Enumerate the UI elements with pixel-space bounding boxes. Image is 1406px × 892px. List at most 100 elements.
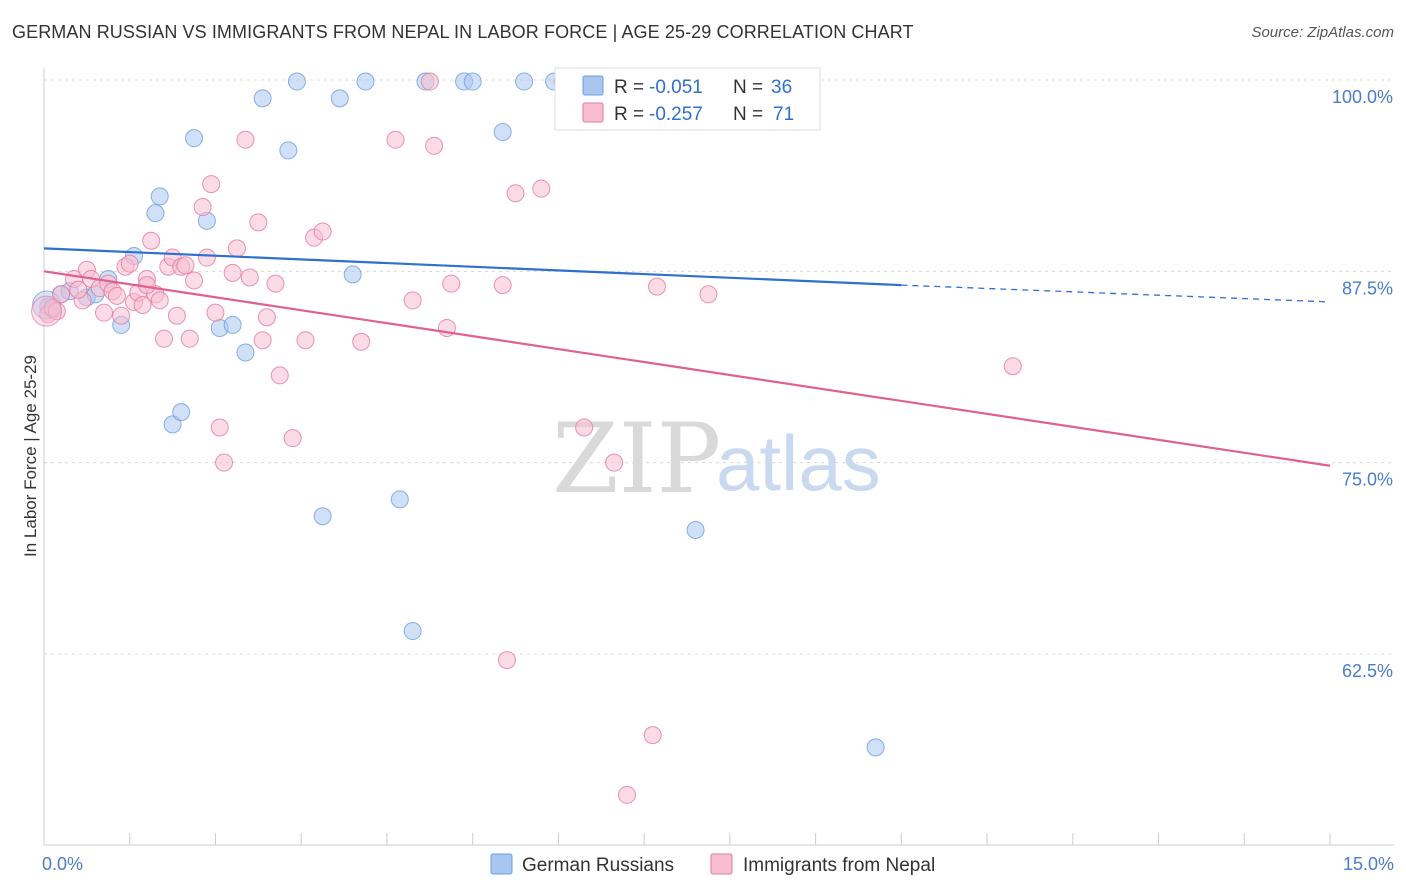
scatter-point xyxy=(227,239,246,258)
scatter-point xyxy=(215,453,234,472)
scatter-cluster-point xyxy=(31,295,63,327)
scatter-point xyxy=(506,184,525,203)
gridlines xyxy=(44,79,1394,655)
stats-n-label-0: N = xyxy=(733,77,763,98)
x-tick-label-max: 15.0% xyxy=(1343,854,1394,874)
source-label: Source: ZipAtlas.com xyxy=(1251,24,1394,41)
watermark-zip: ZIP xyxy=(552,403,721,515)
scatter-point xyxy=(253,89,272,108)
scatter-point xyxy=(313,222,332,241)
scatter-point xyxy=(283,429,302,448)
scatter-point xyxy=(343,265,362,284)
scatter-point xyxy=(390,490,409,509)
scatter-point xyxy=(420,72,439,91)
stats-r-value-1: -0.257 xyxy=(649,104,703,125)
scatter-point xyxy=(240,268,259,287)
scatter-point xyxy=(197,248,216,267)
scatter-point xyxy=(142,231,161,250)
stats-swatch-immigrants-from-nepal xyxy=(582,102,604,123)
scatter-point xyxy=(866,738,885,757)
scatter-point xyxy=(352,332,371,351)
scatter-point xyxy=(643,726,662,745)
scatter-point xyxy=(463,72,482,91)
stats-legend: R = -0.051 N = 36 R = -0.257 N = 71 xyxy=(554,67,821,131)
stats-swatch-german-russians xyxy=(582,75,604,96)
scatter-point xyxy=(493,276,512,295)
y-tick-label: 100.0% xyxy=(1332,87,1393,107)
scatter-point xyxy=(617,785,636,804)
y-tick-label: 87.5% xyxy=(1342,278,1393,298)
scatter-point xyxy=(210,418,229,437)
series-immigrants-from-nepal-points xyxy=(31,72,1022,804)
scatter-point xyxy=(313,507,332,526)
trend-lines xyxy=(43,247,1331,467)
scatter-point xyxy=(497,651,516,670)
series-german-russians-points xyxy=(32,72,885,757)
y-axis-title: In Labor Force | Age 25-29 xyxy=(21,355,40,557)
scatter-point xyxy=(356,72,375,91)
scatter-point xyxy=(95,303,114,322)
y-tick-label: 62.5% xyxy=(1342,661,1393,681)
scatter-point xyxy=(52,285,71,304)
y-tick-label: 75.0% xyxy=(1342,470,1393,490)
scatter-point xyxy=(69,280,88,299)
x-ticks xyxy=(43,833,1331,845)
scatter-point xyxy=(532,179,551,198)
scatter-point xyxy=(442,274,461,293)
scatter-point xyxy=(150,291,169,310)
scatter-point xyxy=(296,331,315,350)
scatter-point xyxy=(133,296,152,315)
scatter-point xyxy=(686,521,705,540)
scatter-point xyxy=(206,303,225,322)
scatter-point xyxy=(146,204,165,223)
scatter-point xyxy=(180,329,199,348)
legend-label-immigrants-from-nepal: Immigrants from Nepal xyxy=(743,855,935,876)
scatter-point xyxy=(236,343,255,362)
stats-n-label-1: N = xyxy=(733,104,763,125)
trend-line-immigrants-from-nepal xyxy=(43,270,1331,467)
scatter-point xyxy=(699,285,718,304)
chart-title: GERMAN RUSSIAN VS IMMIGRANTS FROM NEPAL … xyxy=(12,22,914,42)
scatter-point xyxy=(493,123,512,142)
watermark-atlas: atlas xyxy=(716,419,881,507)
legend-swatch-immigrants-from-nepal xyxy=(710,853,733,875)
scatter-point xyxy=(163,415,182,434)
scatter-point xyxy=(287,72,306,91)
series-legend: German Russians Immigrants from Nepal xyxy=(490,853,935,876)
scatter-point xyxy=(425,136,444,155)
scatter-point xyxy=(193,198,212,217)
legend-swatch-german-russians xyxy=(490,853,513,875)
x-tick-label-min: 0.0% xyxy=(42,854,83,874)
stats-n-value-1: 71 xyxy=(773,104,794,125)
scatter-point xyxy=(150,187,169,206)
scatter-point xyxy=(605,453,624,472)
scatter-point xyxy=(223,263,242,282)
scatter-point xyxy=(185,271,204,290)
y-tick-labels: 62.5% 75.0% 87.5% 100.0% xyxy=(1332,87,1393,681)
legend-label-german-russians: German Russians xyxy=(522,855,674,876)
scatter-point xyxy=(249,213,268,232)
scatter-point xyxy=(279,141,298,160)
scatter-point xyxy=(253,331,272,350)
scatter-point xyxy=(236,130,255,149)
stats-n-value-0: 36 xyxy=(771,77,792,98)
scatter-point xyxy=(202,175,221,194)
scatter-point xyxy=(386,130,405,149)
scatter-point xyxy=(155,329,174,348)
scatter-point xyxy=(270,366,289,385)
scatter-point xyxy=(266,274,285,293)
scatter-point xyxy=(330,89,349,108)
scatter-point xyxy=(176,256,195,275)
watermark: ZIP atlas xyxy=(552,403,881,515)
scatter-point xyxy=(1003,357,1022,376)
scatter-point xyxy=(120,254,139,273)
stats-r-label-1: R = xyxy=(614,104,644,125)
scatter-point xyxy=(403,291,422,310)
scatter-point xyxy=(167,306,186,325)
scatter-point xyxy=(403,622,422,641)
scatter-point xyxy=(257,308,276,327)
scatter-point xyxy=(112,306,131,325)
stats-r-label-0: R = xyxy=(614,77,644,98)
scatter-point xyxy=(515,72,534,91)
